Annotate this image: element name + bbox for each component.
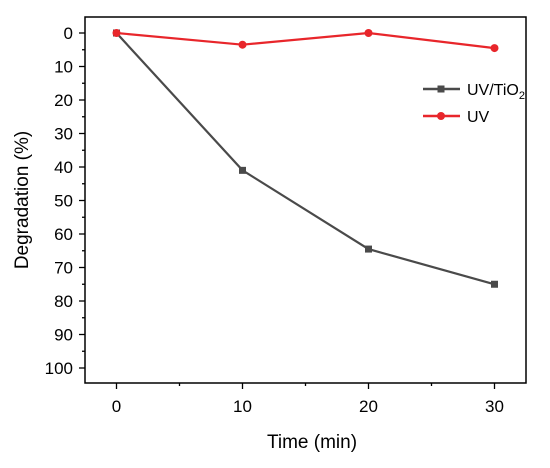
y-tick-label-0: 0 bbox=[64, 24, 73, 43]
legend-item-uv-tio2: UV/TiO2 bbox=[423, 82, 525, 102]
y-tick-label-20: 20 bbox=[54, 91, 73, 110]
legend-label-uv: UV bbox=[467, 109, 490, 126]
y-tick-label-70: 70 bbox=[54, 259, 73, 278]
legend-swatch-uv-marker bbox=[437, 112, 445, 120]
x-axis-title: Time (min) bbox=[267, 432, 357, 453]
legend-label-uv-tio2-sub: 2 bbox=[519, 90, 525, 102]
point-uv-tio2-30 bbox=[491, 280, 498, 288]
point-uv-10 bbox=[238, 40, 247, 49]
x-tick-label-0: 0 bbox=[112, 397, 121, 416]
y-axis-title: Degradation (%) bbox=[12, 131, 33, 269]
y-tick-label-10: 10 bbox=[54, 58, 73, 77]
legend-swatch-uv-tio2-marker bbox=[437, 85, 445, 93]
point-uv-30 bbox=[490, 44, 499, 53]
y-tick-label-40: 40 bbox=[54, 158, 73, 177]
y-tick-label-60: 60 bbox=[54, 225, 73, 244]
legend-label-uv-tio2-main: UV/TiO bbox=[467, 82, 519, 99]
point-uv-tio2-10 bbox=[239, 166, 246, 174]
series-line-uv bbox=[116, 31, 495, 50]
y-tick-label-100: 100 bbox=[45, 359, 73, 378]
ticks-layer: 0 10 20 30 40 50 60 70 80 90 100 0 10 20 30 bbox=[45, 24, 504, 416]
x-tick-label-30: 30 bbox=[485, 397, 504, 416]
point-uv-0 bbox=[112, 29, 121, 37]
y-tick-label-80: 80 bbox=[54, 292, 73, 311]
point-uv-20 bbox=[364, 29, 373, 37]
y-tick-label-90: 90 bbox=[54, 326, 73, 345]
series-layer bbox=[112, 29, 499, 288]
legend-item-uv: UV bbox=[423, 109, 490, 126]
y-tick-label-30: 30 bbox=[54, 125, 73, 144]
y-tick-label-50: 50 bbox=[54, 192, 73, 211]
legend: UV/TiO2 UV bbox=[423, 82, 525, 126]
x-tick-label-20: 20 bbox=[359, 397, 378, 416]
series-line-uv-tio2 bbox=[115, 32, 495, 286]
legend-label-uv-tio2: UV/TiO2 bbox=[467, 82, 525, 102]
plot-frame bbox=[84, 16, 527, 384]
x-tick-label-10: 10 bbox=[233, 397, 252, 416]
point-uv-tio2-20 bbox=[365, 245, 372, 253]
